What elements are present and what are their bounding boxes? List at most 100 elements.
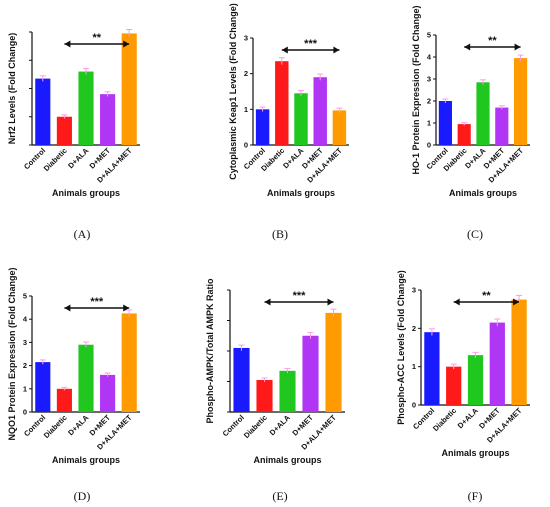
- y-axis-label: HO-1 Protein Expression (Fold Change): [411, 5, 421, 174]
- significance-label: ***: [90, 296, 104, 308]
- y-tick-label: 3: [412, 286, 416, 295]
- arrow-head-right: [514, 43, 521, 51]
- y-tick-label: 0: [244, 141, 248, 150]
- arrow-head-right: [327, 298, 334, 306]
- bar: [78, 344, 94, 412]
- y-tick-label: 4: [23, 315, 28, 324]
- bar: [100, 94, 116, 145]
- bar: [325, 312, 342, 412]
- significance-label: ***: [293, 290, 307, 302]
- bar: [424, 332, 440, 405]
- y-tick-label: 4: [427, 53, 432, 62]
- bar: [35, 78, 51, 145]
- arrow-head-left: [264, 298, 271, 306]
- chart-panel-b: 0 1 2 3 Cytoplasmic Keap1 Levels (Fold Chang…: [228, 3, 349, 241]
- significance-label: **: [482, 290, 491, 302]
- bar: [121, 33, 137, 145]
- arrow-head-left: [453, 298, 460, 306]
- panel-letter: (C): [467, 227, 483, 241]
- bar: [255, 109, 270, 145]
- bar: [35, 362, 51, 412]
- category-label: D+ALA: [66, 146, 91, 171]
- significance-label: **: [488, 35, 497, 47]
- bar: [256, 379, 273, 412]
- bar: [446, 366, 462, 405]
- category-label: Diabetic: [431, 406, 458, 433]
- y-tick-label: 0: [412, 401, 416, 410]
- y-tick-label: 0: [23, 408, 27, 417]
- category-label: Diabetic: [242, 413, 269, 440]
- chart-panel-d: 0 1 2 3 4 5 NQO1 Protein Expression (Fold Chan…: [7, 267, 140, 503]
- x-axis-label: Animals groups: [267, 188, 335, 198]
- bar: [302, 335, 319, 412]
- y-tick-label: 2: [244, 69, 248, 78]
- arrow-head-right: [513, 298, 520, 306]
- arrow-head-left: [281, 46, 288, 54]
- arrow-head-right: [333, 46, 340, 54]
- bar: [514, 58, 528, 145]
- y-tick-label: 2: [412, 324, 416, 333]
- chart-panel-e: Phospho-AMPK/Total AMPK RatioControlDiab…: [205, 278, 345, 503]
- panel-letter: (E): [272, 489, 287, 503]
- bar: [56, 116, 72, 145]
- bar: [121, 313, 137, 412]
- significance-label: **: [93, 32, 102, 44]
- x-axis-label: Animals groups: [52, 188, 120, 198]
- y-tick-label: 1: [427, 119, 431, 128]
- y-axis-label: NQO1 Protein Expression (Fold Change): [7, 267, 17, 440]
- bar: [275, 61, 289, 145]
- bar: [294, 93, 308, 145]
- y-axis-label: Phospho-ACC Levels (Fold Change): [396, 270, 406, 425]
- x-axis-label: Animals groups: [449, 188, 517, 198]
- category-label: Diabetic: [42, 146, 69, 173]
- arrow-head-left: [64, 304, 71, 312]
- bar: [279, 370, 296, 412]
- y-tick-label: 3: [23, 338, 27, 347]
- x-axis-label: Animals groups: [52, 455, 120, 465]
- panel-letter: (A): [74, 227, 91, 241]
- y-tick-label: 3: [427, 75, 431, 84]
- x-axis-label: Animals groups: [441, 448, 509, 458]
- bar: [233, 347, 250, 412]
- bar: [56, 388, 72, 412]
- y-tick-label: 1: [412, 362, 416, 371]
- chart-panel-a: Nrf2 Levels (Fold Change)ControlDiabetic…: [7, 28, 140, 241]
- bar: [511, 299, 527, 405]
- category-label: D+ALA: [268, 413, 293, 438]
- bar: [457, 124, 471, 145]
- y-axis-label: Cytoplasmic Keap1 Levels (Fold Change): [228, 3, 238, 180]
- arrow-head-right: [123, 40, 130, 48]
- arrow-head-left: [64, 40, 71, 48]
- arrow-head-right: [123, 304, 130, 312]
- bar: [100, 374, 116, 412]
- y-tick-label: 2: [427, 97, 431, 106]
- category-label: D+ALA: [456, 406, 481, 431]
- y-tick-label: 1: [244, 105, 248, 114]
- x-axis-label: Animals groups: [253, 455, 321, 465]
- y-axis-label: Phospho-AMPK/Total AMPK Ratio: [205, 278, 215, 423]
- bar: [476, 82, 490, 145]
- y-axis-label: Nrf2 Levels (Fold Change): [7, 33, 17, 145]
- bar: [467, 355, 484, 405]
- bar: [438, 101, 452, 145]
- bar: [489, 322, 505, 405]
- bar: [495, 107, 509, 145]
- bar: [313, 77, 327, 145]
- y-tick-label: 2: [23, 361, 27, 370]
- y-tick-label: 5: [427, 31, 431, 40]
- chart-panel-c: 0 1 2 3 4 5 HO-1 Protein Expression (Fold Chan…: [411, 5, 530, 241]
- y-tick-label: 0: [427, 141, 431, 150]
- panel-letter: (B): [272, 227, 288, 241]
- y-tick-label: 5: [23, 292, 27, 301]
- panel-letter: (F): [468, 489, 483, 503]
- category-label: Diabetic: [42, 413, 69, 440]
- bar: [78, 71, 94, 145]
- bar: [332, 110, 347, 145]
- panel-letter: (D): [74, 489, 91, 503]
- y-tick-label: 1: [23, 384, 27, 393]
- arrow-head-left: [464, 43, 471, 51]
- y-tick-label: 3: [244, 34, 248, 43]
- category-label: D+ALA: [66, 413, 91, 438]
